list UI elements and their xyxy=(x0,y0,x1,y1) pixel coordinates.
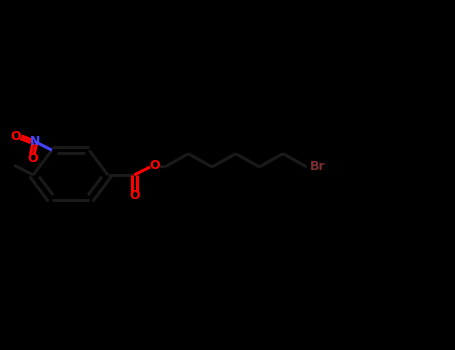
Text: O: O xyxy=(149,159,160,172)
Text: O: O xyxy=(27,152,38,166)
Text: O: O xyxy=(129,189,140,202)
Text: N: N xyxy=(30,135,40,148)
Text: O: O xyxy=(10,130,21,143)
Text: Br: Br xyxy=(310,160,326,174)
